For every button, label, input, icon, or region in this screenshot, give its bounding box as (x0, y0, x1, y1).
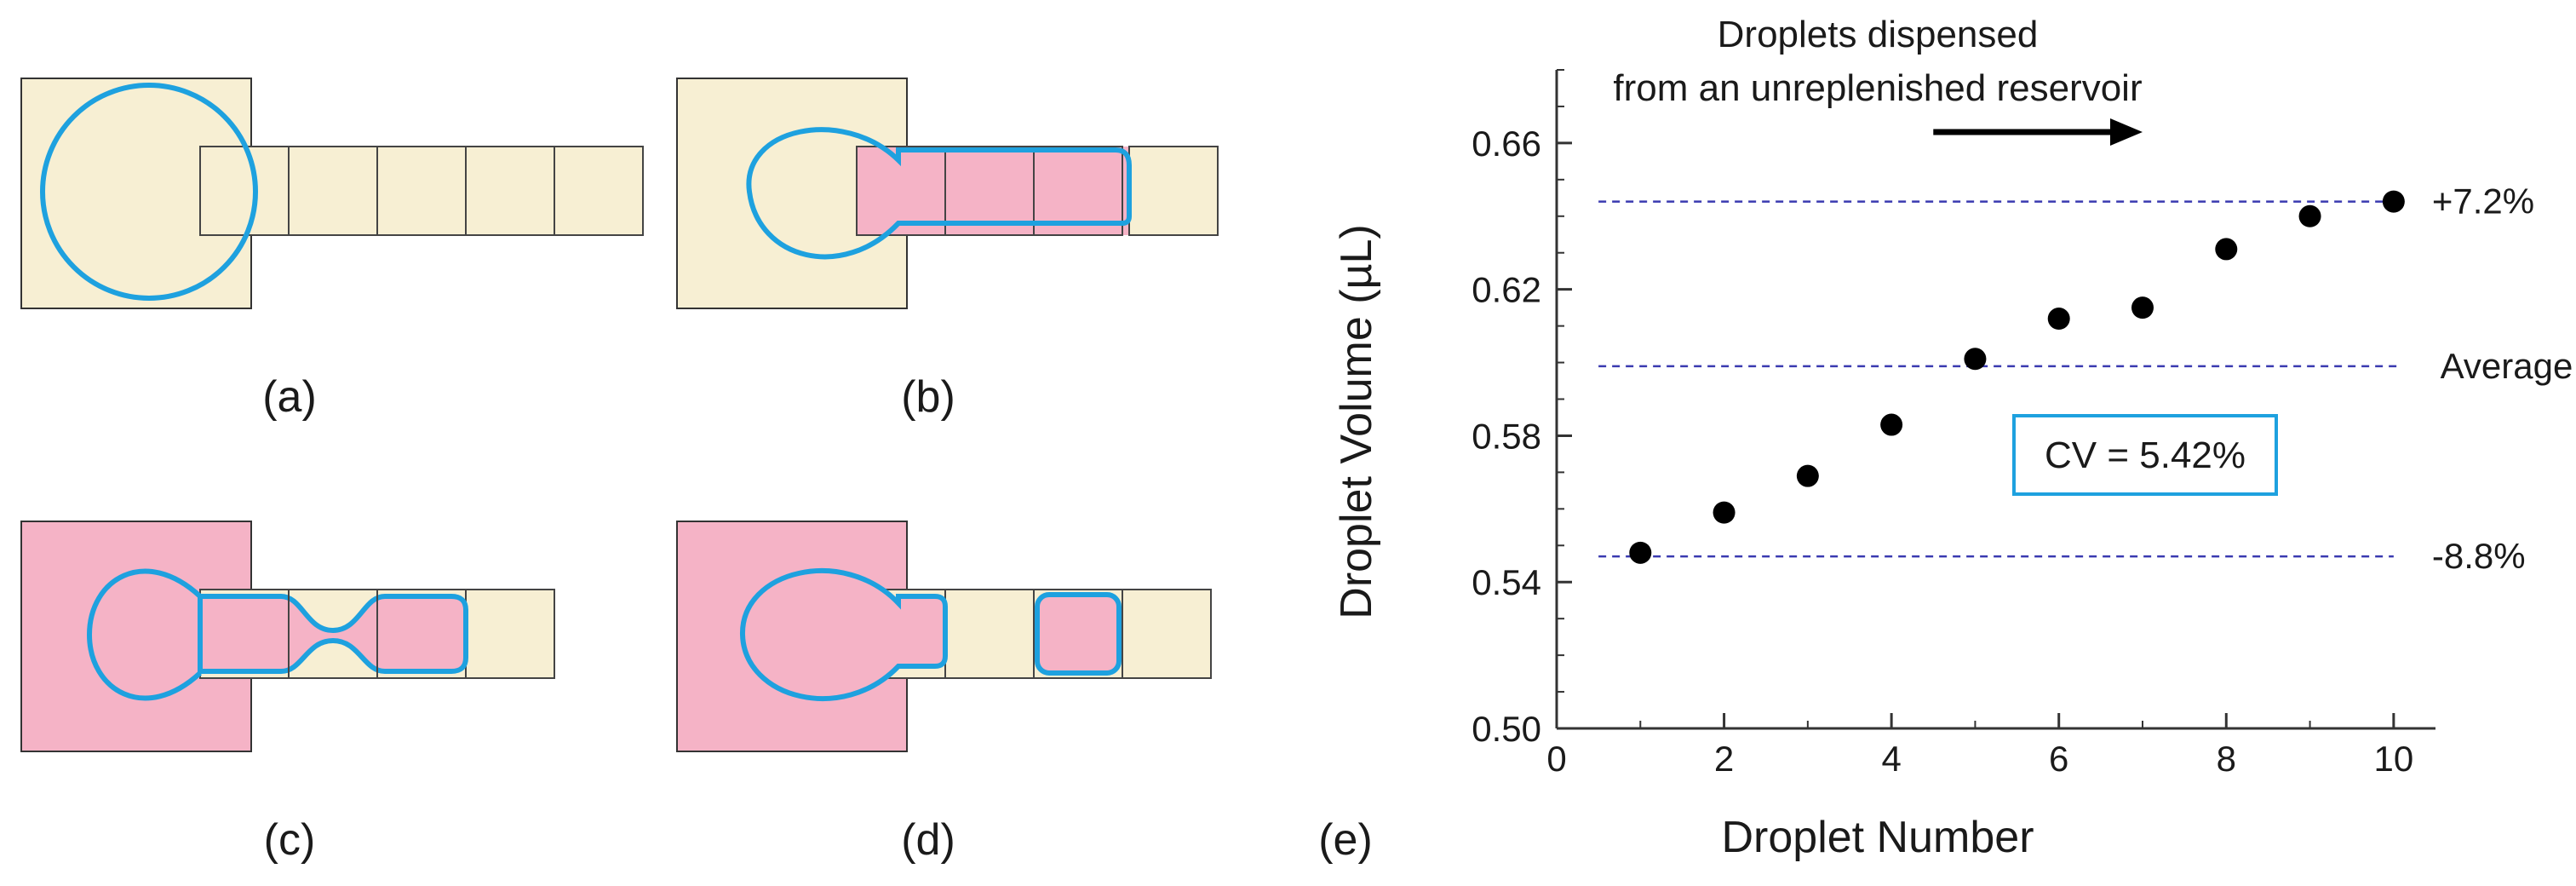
electrode-pad (554, 146, 644, 236)
data-point (2047, 308, 2070, 331)
reference-line-label: +7.2% (2432, 181, 2534, 222)
y-tick-label: 0.54 (1472, 562, 1541, 602)
chart-annotation-line-2: from an unreplenished reservoir (1613, 67, 2142, 109)
chart-annotation-line-1: Droplets dispensed (1718, 14, 2039, 55)
electrode-pad (944, 589, 1035, 679)
electrode-pad (199, 146, 290, 236)
cv-box-frame (2012, 414, 2278, 496)
reservoir-droplet-outline (739, 568, 948, 701)
reference-line-label: Average (2441, 346, 2573, 386)
data-points (1629, 190, 2405, 564)
reservoir-liquid (20, 521, 252, 752)
arrow-head (2110, 118, 2143, 147)
panel-label-e: (e) (1318, 815, 1373, 865)
x-tick-label: 6 (2049, 739, 2068, 779)
data-point (1880, 413, 1903, 436)
reference-line-label: -8.8% (2432, 536, 2526, 576)
reservoir-droplet-outline (40, 83, 258, 301)
electrode-pad (465, 589, 555, 679)
data-point (2382, 190, 2405, 213)
electrode-pad (465, 146, 555, 236)
data-point (2298, 204, 2321, 227)
panel-label-c: (c) (264, 815, 316, 865)
electrode-pad (1128, 146, 1219, 236)
reservoir-droplet-outline (86, 568, 203, 701)
cv-box: CV = 5.42% (2012, 414, 2278, 496)
y-tick-label: 0.58 (1472, 416, 1541, 456)
panel-label-a: (a) (262, 372, 317, 422)
electrode-pad (1033, 146, 1123, 236)
data-point (1964, 348, 1987, 371)
panel-e-chart: (e) Droplets dispensed from an unrepleni… (1318, 14, 2573, 865)
data-point (1629, 541, 1652, 564)
data-point (1796, 464, 1819, 487)
data-point (1713, 501, 1736, 524)
x-tick-label: 0 (1546, 739, 1566, 779)
panel-label-b: (b) (901, 372, 955, 422)
electrode-pad (288, 146, 378, 236)
y-tick-label: 0.62 (1472, 270, 1541, 310)
electrode-pad (1122, 589, 1212, 679)
cv-text: CV = 5.42% (2045, 434, 2246, 476)
dispensed-droplet (1035, 592, 1122, 676)
electrode-pad (288, 589, 378, 679)
y-axis-title: Droplet Volume (µL) (1332, 224, 1381, 618)
direction-arrow (1933, 118, 2143, 147)
y-tick-label: 0.50 (1472, 709, 1541, 749)
panel-c: (c) (20, 521, 555, 865)
panel-a: (a) (20, 78, 644, 422)
x-tick-label: 8 (2217, 739, 2236, 779)
panel-d: (d) (676, 521, 1212, 865)
data-point (2131, 296, 2154, 319)
panel-b: (b) (676, 78, 1219, 422)
panel-label-d: (d) (901, 815, 955, 865)
droplet-outline (746, 127, 1132, 260)
x-tick-label: 2 (1714, 739, 1734, 779)
chart-axes: 0.50 0.54 0.58 0.62 0.66 0 2 4 6 8 10 (1472, 69, 2435, 779)
x-axis-title: Droplet Number (1721, 813, 2034, 862)
data-point (2215, 238, 2238, 261)
x-tick-label: 4 (1881, 739, 1901, 779)
y-tick-label: 0.66 (1472, 124, 1541, 164)
liquid-finger (857, 147, 1129, 235)
necking-liquid (198, 594, 468, 674)
reference-lines: +7.2% Average -8.8% (1598, 181, 2573, 576)
x-tick-label: 10 (2373, 739, 2413, 779)
electrode-pad (376, 146, 467, 236)
